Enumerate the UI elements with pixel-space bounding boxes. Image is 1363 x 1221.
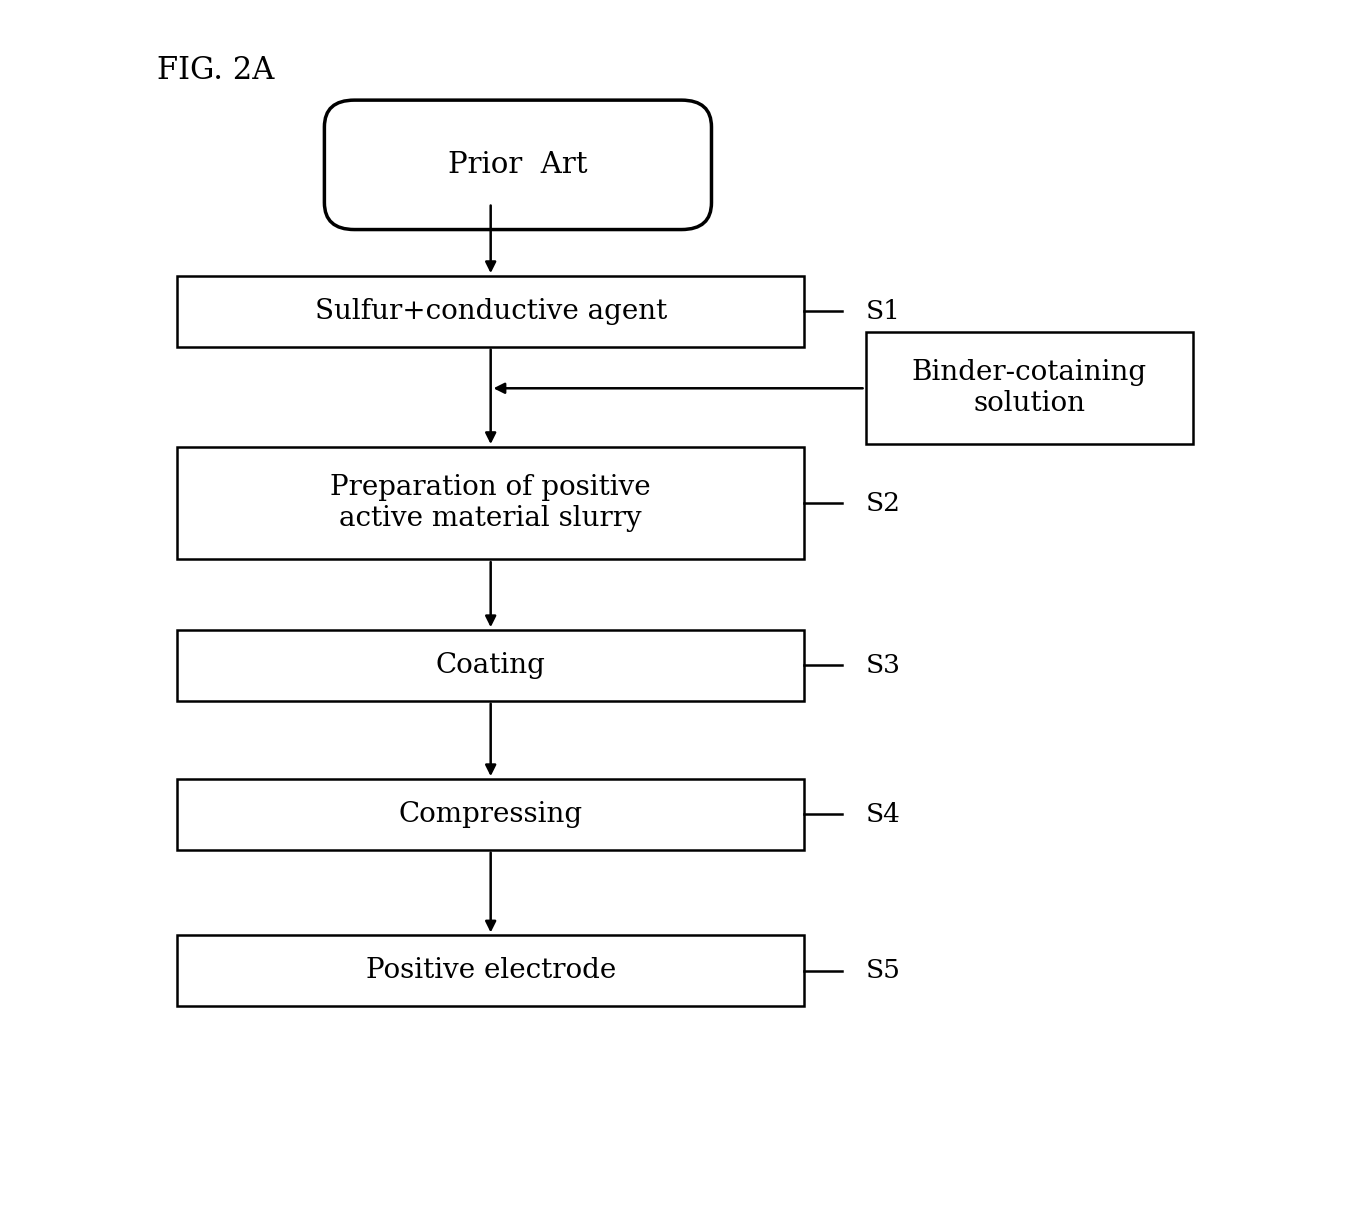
Text: S2: S2 [866,491,901,515]
Text: S5: S5 [866,958,901,983]
Text: S4: S4 [866,802,901,827]
Bar [177,779,804,850]
FancyBboxPatch shape [324,100,711,230]
Bar [177,630,804,701]
Text: Binder-cotaining
solution: Binder-cotaining solution [912,359,1146,418]
Text: Preparation of positive
active material slurry: Preparation of positive active material … [330,474,652,532]
Text: Positive electrode: Positive electrode [365,957,616,984]
Text: Prior  Art: Prior Art [448,151,587,178]
Bar [177,935,804,1006]
Bar [866,332,1193,444]
Bar [177,276,804,347]
Text: Coating: Coating [436,652,545,679]
Text: S3: S3 [866,653,901,678]
Text: FIG. 2A: FIG. 2A [157,55,274,85]
Text: Compressing: Compressing [398,801,583,828]
Text: Sulfur+conductive agent: Sulfur+conductive agent [315,298,667,325]
Text: S1: S1 [866,299,901,324]
Bar [177,447,804,559]
